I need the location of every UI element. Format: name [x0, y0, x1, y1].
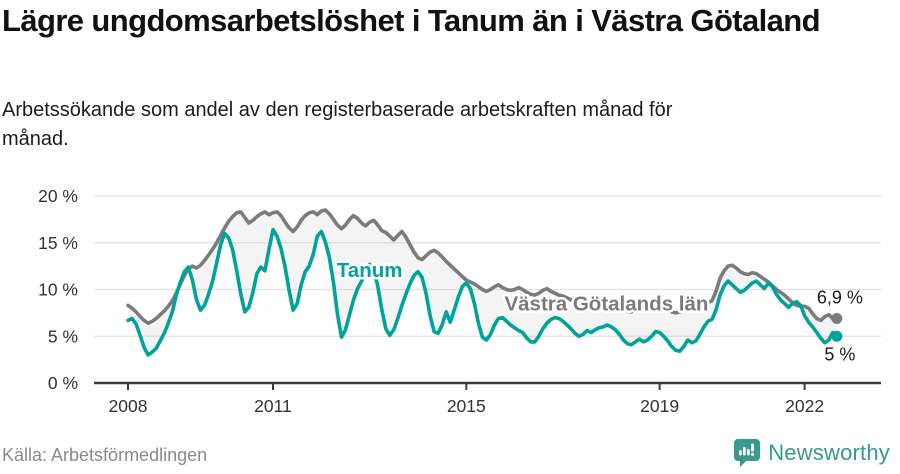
series-end-labels: 6,9 % 5 %: [817, 287, 863, 364]
y-tick-label: 10 %: [38, 280, 78, 300]
y-axis-labels: 0 % 5 % 10 % 15 % 20 %: [38, 186, 78, 393]
x-axis: [94, 381, 881, 390]
series-lines: [126, 208, 839, 357]
logo-bar-chart-glyph: [739, 443, 755, 456]
line-vastra-gotaland: [126, 208, 839, 326]
x-tick-label: 2022: [785, 396, 824, 416]
newsworthy-brand: Newsworthy: [733, 438, 890, 467]
newsworthy-logo-icon: [734, 439, 761, 467]
x-axis-labels: 2008 2011 2015 2019 2022: [109, 396, 825, 416]
source-attribution: Källa: Arbetsförmedlingen: [2, 445, 208, 465]
unemployment-line-chart: 0 %5 %10 %15 %20 % 2008 2011 2015 2019 2022 …: [38, 186, 881, 416]
end-value-label: 5 %: [824, 344, 855, 364]
y-tick-label: 5 %: [48, 326, 78, 346]
series-label: Västra Götalands län: [504, 293, 708, 316]
x-tick-label: 2019: [640, 396, 679, 416]
end-dot-vastra-gotaland: [831, 312, 843, 324]
series-end-dots: [831, 312, 843, 342]
x-tick-label: 2011: [254, 396, 292, 416]
y-tick-label: 20 %: [38, 186, 78, 206]
y-tick-label: 0 %: [48, 373, 78, 393]
newsworthy-wordmark: Newsworthy: [768, 439, 890, 465]
series-label: Tanum: [337, 259, 403, 282]
x-tick-label: 2008: [109, 396, 148, 416]
area-between-series: [128, 210, 837, 355]
end-dot-tanum: [831, 330, 843, 342]
page-title: Lägre ungdomsarbetslöshet i Tanum än i V…: [2, 3, 821, 38]
y-tick-label: 15 %: [38, 233, 78, 253]
series-annotations: Tanum Västra Götalands län: [334, 256, 711, 318]
fill-between-area: [128, 210, 837, 355]
end-value-label: 6,9 %: [817, 287, 863, 307]
x-tick-label: 2015: [447, 396, 486, 416]
chart-subtitle: Arbetssökande som andel av den registerb…: [2, 99, 673, 150]
line-tanum: [126, 227, 839, 357]
